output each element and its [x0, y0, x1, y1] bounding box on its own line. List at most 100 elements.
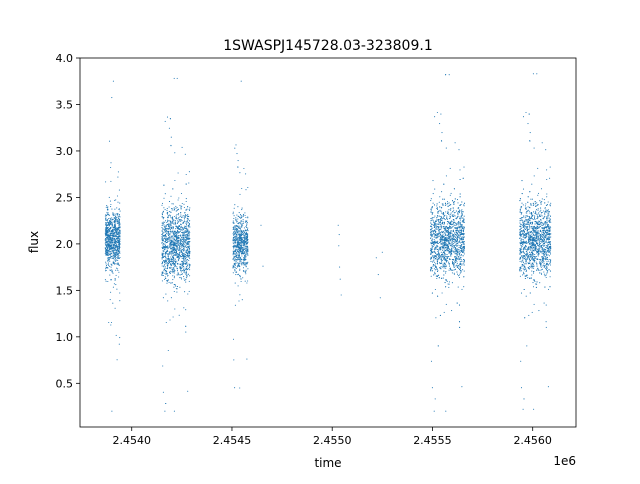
data-point	[168, 235, 170, 237]
data-point	[430, 233, 432, 235]
data-point	[185, 227, 187, 229]
data-point	[443, 267, 445, 269]
data-point	[453, 212, 455, 214]
data-point	[453, 262, 455, 264]
data-point	[167, 256, 170, 258]
data-point	[166, 209, 168, 212]
data-point	[456, 262, 458, 264]
data-point	[447, 233, 449, 235]
data-point	[179, 266, 181, 268]
data-point	[117, 263, 120, 265]
data-point	[173, 260, 175, 262]
data-point	[440, 239, 443, 241]
data-point	[162, 391, 164, 393]
data-point	[171, 268, 173, 271]
data-point	[118, 227, 120, 229]
data-point	[188, 263, 190, 265]
data-point	[176, 243, 179, 245]
data-point	[239, 251, 241, 253]
data-point	[233, 217, 235, 220]
data-point	[118, 264, 120, 266]
data-point	[164, 247, 166, 249]
data-point	[112, 251, 114, 253]
data-point	[241, 238, 243, 240]
data-point	[445, 231, 447, 233]
data-point	[445, 74, 447, 76]
data-point	[444, 282, 446, 284]
data-point	[178, 260, 180, 262]
data-point	[184, 234, 186, 236]
data-point	[184, 240, 186, 242]
data-point	[175, 238, 178, 240]
data-point	[108, 236, 110, 238]
data-point	[113, 229, 115, 231]
data-point	[186, 274, 188, 276]
data-point	[232, 254, 234, 256]
data-point	[166, 249, 168, 251]
data-point	[117, 221, 119, 223]
data-point	[244, 264, 246, 266]
data-point	[241, 259, 243, 261]
data-point	[240, 262, 242, 264]
data-point	[107, 240, 109, 242]
data-point	[237, 237, 239, 239]
data-point	[442, 251, 445, 253]
data-point	[174, 248, 176, 250]
data-point	[115, 256, 117, 258]
data-point	[247, 268, 249, 270]
data-point	[443, 215, 445, 218]
data-point	[181, 257, 183, 259]
data-point	[443, 231, 445, 233]
data-point	[167, 228, 169, 230]
data-point	[458, 241, 461, 243]
data-point	[232, 213, 234, 215]
data-point	[188, 171, 190, 173]
data-point	[441, 230, 443, 232]
data-point	[238, 238, 240, 241]
data-point	[236, 237, 238, 239]
data-point	[235, 262, 237, 264]
data-point	[174, 260, 176, 262]
data-point	[232, 338, 235, 340]
data-point	[240, 229, 242, 231]
data-point	[179, 286, 181, 288]
data-point	[443, 254, 445, 256]
data-point	[460, 242, 462, 244]
data-point	[447, 232, 449, 234]
data-point	[163, 256, 166, 258]
data-point	[174, 261, 177, 263]
data-point	[449, 242, 451, 244]
data-point	[170, 282, 172, 284]
data-point	[446, 243, 448, 245]
data-point	[436, 207, 438, 209]
data-point	[453, 272, 455, 274]
data-point	[241, 241, 243, 243]
data-point	[186, 208, 188, 210]
data-point	[442, 241, 444, 243]
data-point	[246, 221, 248, 224]
data-point	[237, 243, 239, 245]
data-point	[457, 213, 459, 215]
data-point	[440, 113, 442, 115]
data-point	[185, 224, 188, 226]
data-point	[245, 230, 247, 232]
data-point	[167, 213, 169, 215]
data-point	[433, 264, 435, 266]
data-point	[175, 205, 177, 207]
data-point	[179, 277, 181, 279]
data-point	[172, 269, 174, 271]
data-point	[112, 262, 114, 264]
data-point	[462, 232, 464, 235]
data-point	[463, 243, 465, 245]
data-point	[173, 246, 175, 248]
data-point	[169, 251, 171, 253]
data-point	[242, 222, 245, 224]
data-point	[448, 232, 450, 234]
data-point	[115, 254, 117, 257]
data-point	[445, 211, 447, 213]
data-point	[164, 255, 166, 257]
data-point	[440, 258, 442, 261]
data-point	[460, 232, 462, 234]
data-point	[441, 254, 443, 256]
data-point	[435, 237, 437, 239]
